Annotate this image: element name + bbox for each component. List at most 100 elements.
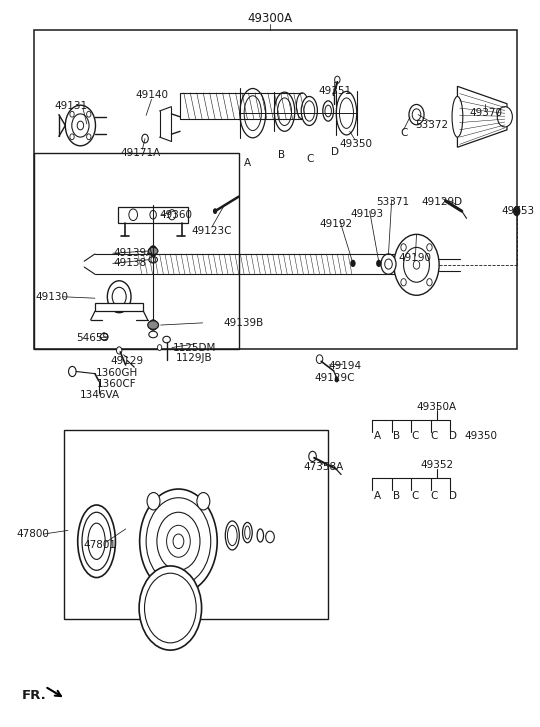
- Circle shape: [70, 134, 74, 140]
- Circle shape: [69, 366, 76, 377]
- Circle shape: [149, 245, 158, 257]
- Ellipse shape: [245, 526, 250, 539]
- Circle shape: [149, 319, 158, 331]
- Text: 49360: 49360: [159, 210, 192, 220]
- Text: 49139B: 49139B: [223, 318, 263, 328]
- Circle shape: [197, 493, 210, 510]
- Text: D: D: [449, 491, 457, 501]
- Ellipse shape: [244, 96, 261, 131]
- Circle shape: [168, 209, 176, 220]
- Circle shape: [316, 355, 323, 364]
- Circle shape: [401, 244, 406, 251]
- Text: 49131: 49131: [54, 101, 87, 111]
- Text: 49192: 49192: [319, 219, 352, 229]
- Text: 47358A: 47358A: [303, 462, 344, 472]
- Ellipse shape: [274, 92, 295, 132]
- Circle shape: [146, 498, 211, 585]
- Ellipse shape: [100, 334, 108, 340]
- Text: B: B: [393, 491, 400, 501]
- Text: 49129D: 49129D: [422, 198, 463, 207]
- Circle shape: [401, 278, 406, 286]
- Text: B: B: [393, 431, 400, 441]
- Circle shape: [101, 332, 107, 341]
- Text: A: A: [374, 491, 381, 501]
- Text: 49129C: 49129C: [314, 373, 355, 383]
- Circle shape: [151, 257, 156, 262]
- Text: 1129JB: 1129JB: [176, 353, 213, 364]
- Ellipse shape: [325, 105, 332, 117]
- Circle shape: [412, 109, 421, 121]
- Text: 1125DM: 1125DM: [173, 342, 217, 353]
- Text: 49171A: 49171A: [120, 148, 161, 158]
- Text: D: D: [330, 147, 339, 156]
- Text: C: C: [411, 491, 419, 501]
- Circle shape: [166, 526, 190, 557]
- Text: FR.: FR.: [22, 689, 46, 702]
- Text: 49352: 49352: [421, 460, 454, 470]
- Circle shape: [335, 76, 340, 84]
- Ellipse shape: [278, 98, 292, 126]
- Text: 49300A: 49300A: [247, 12, 293, 25]
- Ellipse shape: [257, 529, 264, 542]
- Ellipse shape: [240, 89, 266, 138]
- Text: A: A: [244, 158, 251, 168]
- Ellipse shape: [163, 337, 170, 343]
- Text: C: C: [430, 491, 438, 501]
- Circle shape: [350, 260, 356, 267]
- Text: 47801: 47801: [84, 540, 117, 550]
- Circle shape: [335, 377, 339, 382]
- Bar: [118, 206, 188, 222]
- Text: C: C: [411, 431, 419, 441]
- Text: 1346VA: 1346VA: [80, 390, 120, 401]
- Bar: [95, 302, 144, 311]
- Ellipse shape: [323, 101, 334, 121]
- Circle shape: [150, 210, 157, 219]
- Circle shape: [409, 105, 424, 125]
- Circle shape: [513, 206, 521, 216]
- Text: 53372: 53372: [415, 121, 448, 131]
- Text: 49190: 49190: [399, 253, 432, 263]
- Ellipse shape: [296, 93, 308, 119]
- Circle shape: [381, 254, 396, 274]
- Ellipse shape: [301, 97, 318, 126]
- Circle shape: [129, 209, 138, 220]
- Text: 1360CF: 1360CF: [97, 379, 136, 389]
- Circle shape: [107, 281, 131, 313]
- Circle shape: [117, 347, 122, 354]
- Ellipse shape: [149, 257, 158, 263]
- Text: C: C: [400, 129, 407, 138]
- Text: 49193: 49193: [350, 209, 383, 219]
- Text: 53371: 53371: [376, 198, 409, 207]
- Ellipse shape: [78, 505, 116, 577]
- Circle shape: [213, 208, 217, 214]
- Circle shape: [427, 278, 432, 286]
- Ellipse shape: [304, 101, 315, 121]
- Bar: [64, 430, 328, 619]
- Circle shape: [403, 247, 429, 282]
- Text: 49139A: 49139A: [114, 248, 154, 258]
- Circle shape: [145, 573, 196, 643]
- Text: B: B: [278, 150, 286, 160]
- Circle shape: [158, 345, 162, 350]
- Ellipse shape: [82, 513, 111, 570]
- Text: 49129: 49129: [111, 356, 144, 366]
- Circle shape: [309, 451, 316, 462]
- Circle shape: [384, 259, 392, 269]
- Text: 47800: 47800: [17, 529, 50, 539]
- Ellipse shape: [227, 526, 237, 546]
- Circle shape: [69, 366, 76, 377]
- Circle shape: [140, 489, 217, 593]
- Circle shape: [413, 260, 420, 269]
- Ellipse shape: [452, 97, 463, 137]
- Text: 49350A: 49350A: [417, 402, 457, 412]
- Circle shape: [427, 244, 432, 251]
- Text: 1360GH: 1360GH: [96, 368, 138, 378]
- Circle shape: [77, 121, 84, 130]
- Circle shape: [173, 534, 184, 549]
- Text: 54659: 54659: [76, 333, 109, 343]
- Bar: [34, 153, 239, 349]
- Text: 49130: 49130: [35, 292, 69, 302]
- Circle shape: [86, 111, 91, 117]
- Text: D: D: [449, 431, 457, 441]
- Circle shape: [86, 134, 91, 140]
